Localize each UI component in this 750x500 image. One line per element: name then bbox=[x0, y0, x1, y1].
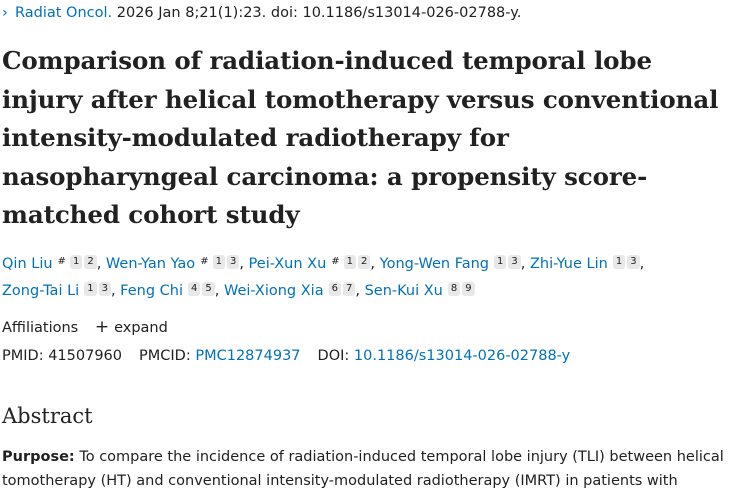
journal-link[interactable]: Radiat Oncol. bbox=[15, 5, 113, 21]
author-link[interactable]: Pei-Xun Xu bbox=[248, 256, 327, 272]
doi-label: DOI: bbox=[317, 348, 350, 364]
pmcid-label: PMCID: bbox=[139, 348, 191, 364]
author-link[interactable]: Qin Liu bbox=[2, 256, 53, 272]
equal-contribution-mark: # bbox=[200, 256, 209, 267]
author-item: Yong-Wen Fang 1 3 bbox=[379, 255, 521, 272]
author-item: Qin Liu #1 2 bbox=[2, 255, 97, 272]
abstract-text-line: tomotherapy (HT) and conventional intens… bbox=[2, 473, 678, 489]
affiliations-label: Affiliations bbox=[2, 320, 79, 336]
affiliation-ref[interactable]: 1 bbox=[84, 282, 97, 296]
author-link[interactable]: Sen-Kui Xu bbox=[364, 283, 443, 299]
author-link[interactable]: Feng Chi bbox=[120, 283, 183, 299]
abstract-text-line: To compare the incidence of radiation-in… bbox=[74, 449, 724, 465]
author-item: Sen-Kui Xu 8 9 bbox=[364, 282, 475, 299]
affiliation-ref[interactable]: 4 bbox=[187, 282, 201, 296]
author-item: Zhi-Yue Lin 1 3 bbox=[529, 255, 640, 272]
article-title: Comparison of radiation-induced temporal… bbox=[2, 42, 750, 235]
expand-affiliations-button[interactable]: + expand bbox=[94, 317, 168, 337]
affiliation-ref[interactable]: 2 bbox=[84, 255, 97, 269]
author-list: Qin Liu #1 2, Wen-Yan Yao #1 3, Pei-Xun Xu #1… bbox=[2, 255, 645, 299]
equal-contribution-mark: # bbox=[331, 256, 340, 267]
author-item: Zong-Tai Li 1 3 bbox=[2, 282, 111, 299]
affiliation-ref[interactable]: 5 bbox=[202, 282, 215, 296]
pmid-value: 41507960 bbox=[48, 348, 123, 364]
affiliation-ref[interactable]: 3 bbox=[226, 255, 240, 269]
affiliation-ref[interactable]: 1 bbox=[212, 255, 225, 269]
plus-icon: + bbox=[94, 317, 110, 337]
title-line: intensity-modulated radiotherapy for bbox=[2, 123, 509, 152]
author-link[interactable]: Yong-Wen Fang bbox=[379, 256, 489, 272]
citation-line: › Radiat Oncol. 2026 Jan 8;21(1):23. doi:… bbox=[2, 3, 521, 23]
author-item: Wen-Yan Yao #1 3 bbox=[105, 255, 240, 272]
author-item: Pei-Xun Xu #1 2 bbox=[248, 255, 371, 272]
author-link[interactable]: Wen-Yan Yao bbox=[105, 256, 196, 272]
title-line: Comparison of radiation-induced temporal… bbox=[2, 46, 652, 75]
affiliation-ref[interactable]: 2 bbox=[358, 255, 371, 269]
title-line: matched cohort study bbox=[2, 200, 300, 229]
affiliation-ref[interactable]: 6 bbox=[328, 282, 341, 296]
affiliation-ref[interactable]: 1 bbox=[493, 255, 507, 269]
author-link[interactable]: Zong-Tai Li bbox=[2, 283, 80, 299]
abstract-heading: Abstract bbox=[2, 404, 93, 428]
affiliation-ref[interactable]: 1 bbox=[343, 255, 357, 269]
affiliation-ref[interactable]: 1 bbox=[612, 255, 626, 269]
author-link[interactable]: Zhi-Yue Lin bbox=[529, 256, 608, 272]
identifiers-row: PMID: 41507960 PMCID: PMC12874937 DOI: 10.… bbox=[2, 346, 570, 366]
author-item: Wei-Xiong Xia 6 7 bbox=[223, 282, 356, 299]
affiliation-ref[interactable]: 9 bbox=[462, 282, 475, 296]
affiliation-ref[interactable]: 7 bbox=[342, 282, 356, 296]
chevron-right-icon: › bbox=[2, 5, 8, 21]
affiliation-ref[interactable]: 1 bbox=[69, 255, 83, 269]
affiliation-ref[interactable]: 3 bbox=[508, 255, 521, 269]
pmcid-link[interactable]: PMC12874937 bbox=[195, 348, 301, 364]
title-line: nasopharyngeal carcinoma: a propensity s… bbox=[2, 161, 648, 191]
pmid-label: PMID: bbox=[2, 348, 44, 364]
doi-link[interactable]: 10.1186/s13014-026-02788-y bbox=[353, 348, 571, 364]
expand-label: expand bbox=[114, 320, 168, 336]
purpose-label: Purpose: bbox=[2, 449, 75, 465]
citation-details: 2026 Jan 8;21(1):23. doi: 10.1186/s13014… bbox=[112, 5, 522, 21]
affiliation-ref[interactable]: 3 bbox=[98, 282, 111, 296]
affiliation-ref[interactable]: 8 bbox=[447, 282, 461, 296]
author-link[interactable]: Wei-Xiong Xia bbox=[223, 283, 324, 299]
author-item: Feng Chi 4 5 bbox=[120, 282, 215, 299]
affiliation-ref[interactable]: 3 bbox=[627, 255, 640, 269]
title-line: injury after helical tomotherapy versus … bbox=[2, 84, 719, 114]
abstract-body: Purpose: To compare the incidence of rad… bbox=[2, 445, 747, 493]
affiliations-row: Affiliations + expand bbox=[2, 317, 168, 338]
equal-contribution-mark: # bbox=[57, 256, 66, 267]
